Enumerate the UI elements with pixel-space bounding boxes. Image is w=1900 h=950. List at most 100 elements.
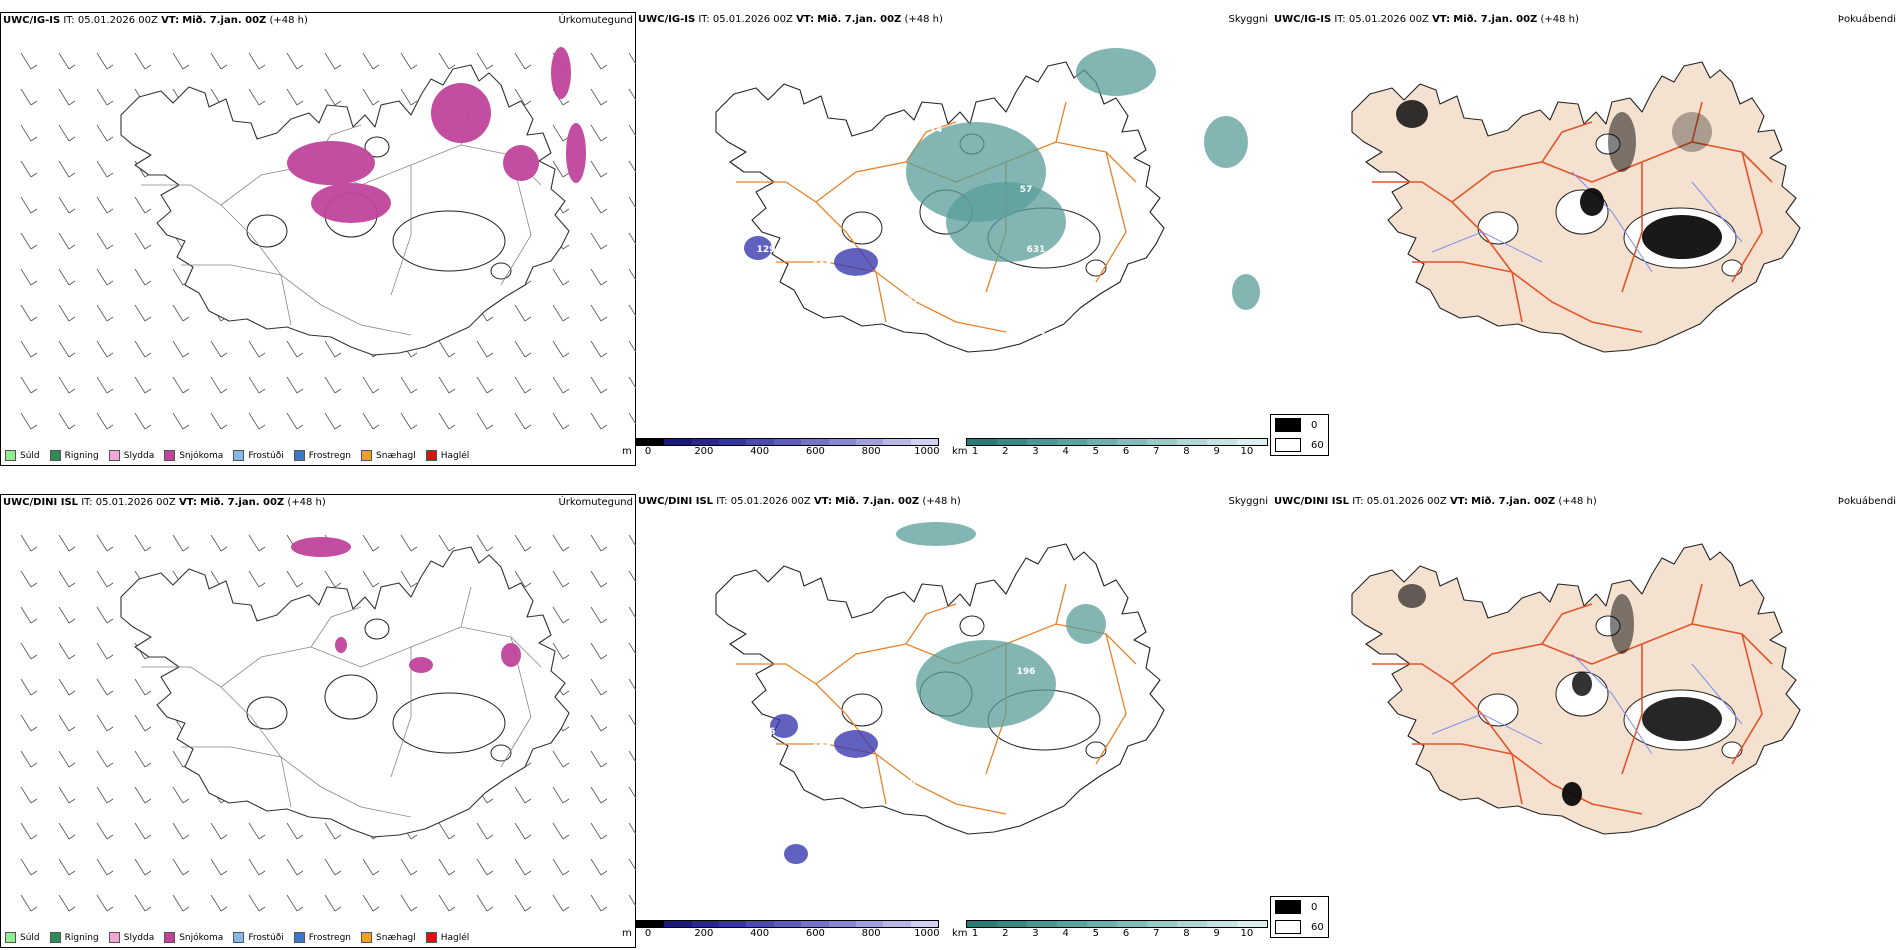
- wind-barb-flag: [106, 280, 114, 286]
- wind-barb-flag: [410, 582, 418, 588]
- legend-label: Súld: [20, 932, 40, 943]
- wind-barb: [20, 822, 32, 840]
- wind-barb-flag: [524, 64, 532, 70]
- colorbar-cell: [664, 439, 692, 445]
- fog-area: [1580, 188, 1604, 216]
- colorbar-cell: [1147, 439, 1177, 445]
- wind-barb-flag: [600, 64, 608, 70]
- river-network: [1431, 171, 1743, 273]
- wind-barb: [248, 412, 260, 430]
- wind-barb: [210, 822, 222, 840]
- wind-barb-flag: [106, 100, 114, 106]
- wind-barb: [552, 750, 564, 768]
- wind-barb-flag: [182, 352, 190, 358]
- ceiling-value-label: 289: [897, 251, 916, 261]
- wind-barb: [134, 340, 146, 358]
- wind-barb-flag: [410, 834, 418, 840]
- colorbar-cell: [883, 921, 911, 927]
- wind-barb: [590, 642, 602, 660]
- wind-barb: [20, 858, 32, 876]
- wind-barb: [20, 412, 32, 430]
- wind-barb: [96, 642, 108, 660]
- panel-header: UWC/DINI ISL IT: 05.01.2026 00Z VT: Mið.…: [3, 497, 326, 508]
- wind-barb-flag: [600, 244, 608, 250]
- colorbar-tick: 3: [1032, 446, 1039, 457]
- wind-barb: [552, 894, 564, 912]
- colorbar-cell: [1147, 921, 1177, 927]
- wind-barb: [248, 858, 260, 876]
- colorbar-tick: 9: [1213, 928, 1220, 939]
- wind-barb: [476, 412, 488, 430]
- wind-barb-flag: [144, 870, 152, 876]
- wind-barb: [628, 412, 637, 427]
- wind-barb-flag: [334, 388, 342, 394]
- wind-barb: [20, 340, 32, 358]
- wind-barb: [172, 786, 184, 804]
- wind-barb: [96, 714, 108, 732]
- wind-barb: [590, 786, 602, 804]
- legend-label: Frostúði: [248, 450, 284, 461]
- wind-barb: [134, 268, 146, 286]
- fog-area: [1398, 584, 1426, 608]
- colorbar-cell: [1177, 439, 1207, 445]
- wind-barb-flag: [68, 208, 76, 214]
- wind-barb: [134, 196, 146, 214]
- wind-barb: [400, 52, 412, 70]
- wind-barb-flag: [524, 582, 532, 588]
- legend-swatch: [233, 932, 245, 943]
- wind-barb-flag: [182, 64, 190, 70]
- wind-barb-flag: [30, 244, 38, 250]
- wind-barb: [58, 894, 70, 912]
- colorbar-cell: [1177, 921, 1207, 927]
- wind-barb-flag: [410, 546, 418, 552]
- wind-barb-flag: [68, 316, 76, 322]
- legend-label: Slydda: [123, 932, 155, 943]
- wind-barb-flag: [600, 352, 608, 358]
- colorbar-tick: 2: [1002, 928, 1009, 939]
- wind-barb-flag: [410, 906, 418, 912]
- wind-barb-flag: [334, 424, 342, 430]
- wind-barb-flag: [68, 618, 76, 624]
- wind-barb-flag: [562, 654, 570, 660]
- wind-barb: [248, 822, 260, 840]
- wind-barb: [248, 534, 260, 552]
- colorbar-tick: 3: [1032, 928, 1039, 939]
- wind-barb: [552, 160, 564, 178]
- panel-header: UWC/DINI ISL IT: 05.01.2026 00Z VT: Mið.…: [1274, 496, 1597, 507]
- colorbar-cell: [997, 921, 1027, 927]
- wind-barb-flag: [106, 798, 114, 804]
- legend-swatch: [108, 932, 120, 943]
- wind-barb-flag: [562, 388, 570, 394]
- wind-barb: [628, 88, 637, 103]
- wind-barb-flag: [30, 582, 38, 588]
- wind-barb: [286, 376, 298, 394]
- wind-barb: [20, 196, 32, 214]
- wind-barb: [476, 52, 488, 70]
- wind-barb: [172, 534, 184, 552]
- panel-type-title: Úrkomutegund: [558, 497, 633, 508]
- wind-barb: [552, 534, 564, 552]
- wind-barb-flag: [600, 690, 608, 696]
- wind-barb: [96, 196, 108, 214]
- snow-area: [409, 657, 433, 673]
- wind-barb-flag: [106, 582, 114, 588]
- wind-barb: [590, 268, 602, 286]
- wind-barb-flag: [106, 244, 114, 250]
- wind-barb: [324, 858, 336, 876]
- wind-barb: [514, 412, 526, 430]
- fog-area: [1562, 782, 1582, 806]
- wind-barb-flag: [600, 316, 608, 322]
- wind-barb: [20, 124, 32, 142]
- wind-barb-flag: [296, 582, 304, 588]
- fog-panel-2: UWC/DINI ISL IT: 05.01.2026 00Z VT: Mið.…: [1270, 494, 1900, 948]
- wind-barb-flag: [524, 100, 532, 106]
- colorbar-strip: [636, 920, 939, 928]
- wind-barb-flag: [372, 870, 380, 876]
- wind-barb-flag: [296, 424, 304, 430]
- fog-legend: 0 60: [1270, 896, 1329, 938]
- wind-barb-flag: [68, 906, 76, 912]
- wind-barb: [362, 52, 374, 70]
- wind-barb: [286, 822, 298, 840]
- wind-barb: [96, 376, 108, 394]
- wind-barb: [400, 376, 412, 394]
